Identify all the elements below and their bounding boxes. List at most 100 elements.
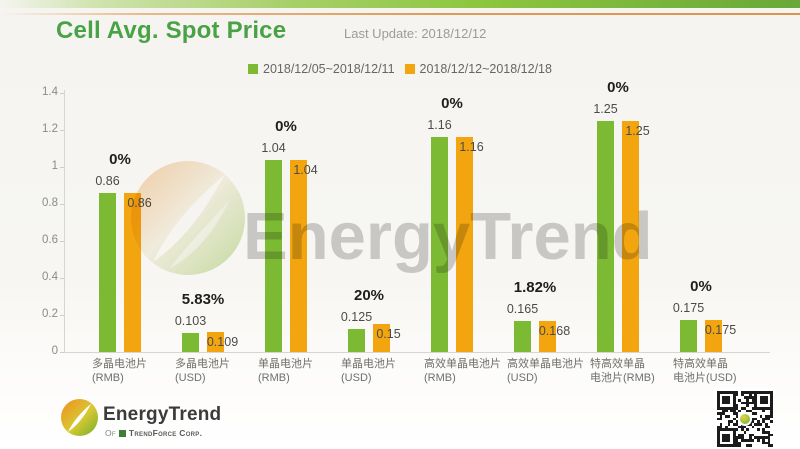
qr-module [727,407,731,410]
qr-module [717,404,720,407]
qr-module [733,409,736,413]
qr-module [733,444,736,447]
qr-module [743,407,747,410]
qr-module [767,436,771,439]
qr-module [743,396,747,399]
qr-module [746,444,749,447]
qr-module [765,415,768,418]
bar-week2 [290,159,307,352]
y-tick-mark [60,204,64,205]
value-label-week1: 0.165 [506,302,539,317]
trendforce-logo-icon [118,429,126,437]
qr-module [749,393,752,397]
qr-module [749,396,752,399]
qr-module [749,423,752,426]
qr-module [759,436,763,439]
qr-module [765,396,768,399]
qr-module [717,441,720,445]
qr-module [743,391,747,394]
qr-module [735,441,739,445]
bar-week1 [182,332,199,352]
qr-module [743,425,747,429]
qr-module [762,407,765,410]
qr-module [749,391,752,394]
qr-module [717,417,720,421]
qr-module [759,401,763,405]
qr-module [762,401,765,405]
y-tick-mark [60,352,64,353]
qr-module [767,439,771,442]
qr-module [719,412,723,415]
qr-module [749,444,752,447]
qr-module [735,444,739,447]
qr-module [765,431,768,434]
value-label-week1: 1.16 [427,118,452,133]
qr-module [741,407,744,410]
qr-module [722,401,725,405]
bar-week2 [207,331,224,352]
qr-module [727,436,731,439]
legend-swatch-green [248,64,259,74]
qr-module [749,401,752,405]
qr-module [725,391,728,394]
qr-module [719,428,723,431]
qr-module [770,401,773,405]
qr-module [727,415,731,418]
legend-swatch-orange [404,64,415,74]
qr-module [762,409,765,413]
qr-center-logo-icon [738,412,752,426]
qr-module [746,391,749,394]
bar-week2 [622,120,639,352]
qr-module [751,425,755,429]
qr-module [717,396,720,399]
legend-label-week1: 2018/12/05~2018/12/11 [263,62,395,76]
qr-module [762,420,765,423]
qr-module [733,433,736,437]
x-category-label: 特高效单晶 电池片(USD) [673,358,737,384]
qr-module [717,439,720,442]
qr-module [759,391,763,394]
value-label-week2: 1.16 [459,140,484,155]
qr-module [727,433,731,437]
qr-module [717,425,720,429]
footer-sub-prefix: Of [105,428,116,438]
value-label-week1: 0.103 [174,313,207,328]
qr-module [741,433,744,437]
qr-module [725,407,728,410]
value-label-week2: 0.15 [376,327,401,342]
qr-module [725,436,728,439]
qr-module [770,404,773,407]
qr-module [741,401,744,405]
qr-module [735,391,739,394]
qr-module [730,409,733,413]
qr-module [717,393,720,397]
footer-sub-brand: Of TrendForce Corp. [105,428,202,438]
qr-module [762,399,765,402]
qr-module [738,441,741,445]
change-percent-label: 0% [441,95,463,113]
qr-module [765,401,768,405]
qr-module [759,423,763,426]
qr-module [754,417,757,421]
x-category-label: 高效单晶电池片 (RMB) [424,358,501,384]
value-label-week1: 0.175 [672,300,705,315]
x-category-label: 单晶电池片 (USD) [341,358,396,384]
qr-module [725,444,728,447]
qr-module [722,409,725,413]
qr-module [754,412,757,415]
qr-module [735,415,739,418]
bar-week2 [373,324,390,352]
qr-module [725,409,728,413]
qr-module [717,412,720,415]
qr-module [725,396,728,399]
qr-module [733,399,736,402]
qr-module [765,391,768,394]
qr-module [765,436,768,439]
qr-module [717,436,720,439]
qr-module [725,399,728,402]
y-tick-label: 0.2 [42,308,58,320]
qr-module [757,423,760,426]
qr-module [749,439,752,442]
y-tick-label: 1 [51,160,58,172]
qr-module [757,428,760,431]
